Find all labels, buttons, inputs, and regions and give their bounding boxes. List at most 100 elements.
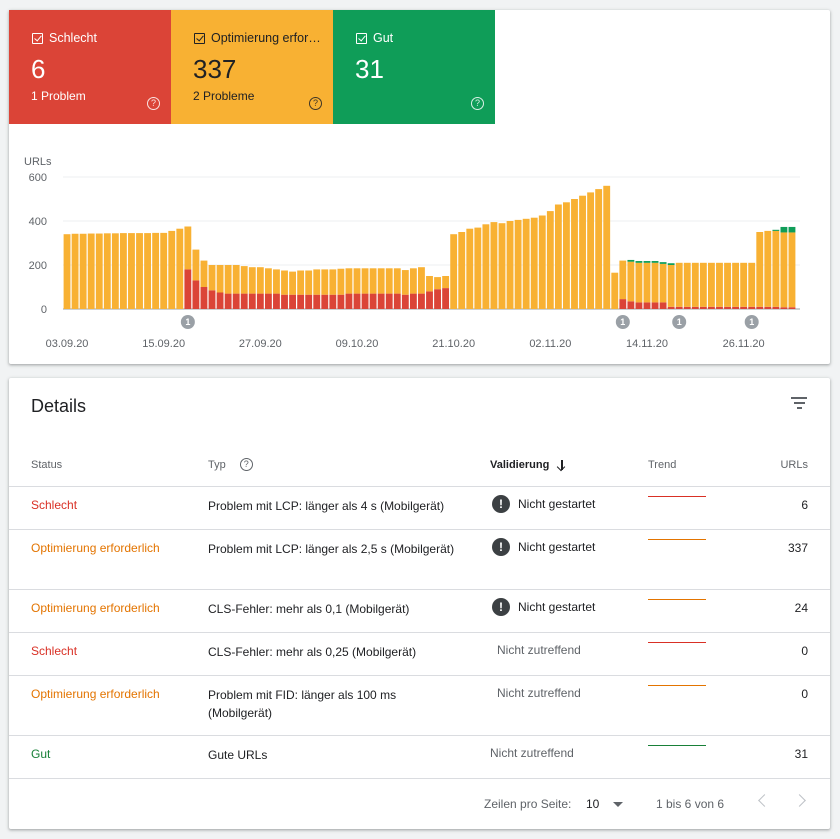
chart-bar: [748, 306, 756, 309]
chart-bar: [450, 234, 458, 309]
chevron-right-icon[interactable]: [793, 794, 806, 807]
chart-bar: [240, 266, 248, 294]
chart-bar: [635, 302, 643, 309]
chart-bar: [321, 269, 329, 295]
row-trend-sparkline: [648, 685, 706, 686]
chart-bar: [756, 306, 764, 309]
chart-bar: [232, 293, 240, 309]
chart-bar: [264, 293, 272, 309]
chart-bar: [538, 215, 546, 309]
chart-bar: [667, 306, 675, 309]
chart-bar: [385, 268, 393, 294]
row-validation-label: Nicht zutreffend: [497, 686, 581, 700]
table-row[interactable]: Optimierung erforderlich Problem mit LCP:…: [9, 529, 830, 590]
chart-bar: [724, 262, 731, 307]
checkbox-checked-icon[interactable]: [356, 32, 367, 44]
tile-good-label: Gut: [373, 31, 394, 45]
column-header-status[interactable]: Status: [31, 459, 63, 471]
chart-bar: [546, 211, 554, 309]
tile-ni-subtitle: 2 Probleme: [193, 89, 255, 103]
tile-good[interactable]: Gut 31 ?: [333, 10, 495, 124]
chart-bar: [95, 233, 103, 309]
chart-bar: [200, 287, 208, 309]
chart-bar: [313, 269, 321, 295]
caret-down-icon[interactable]: [613, 802, 623, 807]
overview-card: Schlecht 6 1 Problem ? Optimierung erfor…: [9, 10, 830, 364]
chart-bar: [530, 217, 538, 309]
checkbox-checked-icon[interactable]: [194, 32, 205, 44]
chart-bar: [297, 270, 305, 295]
column-header-trend: Trend: [648, 459, 677, 471]
chart-bar: [393, 268, 401, 294]
column-header-urls[interactable]: URLs: [780, 459, 808, 471]
chevron-left-icon[interactable]: [758, 794, 771, 807]
chart-bar: [643, 261, 651, 263]
row-trend-sparkline: [648, 539, 706, 540]
table-row[interactable]: Schlecht Problem mit LCP: länger als 4 s …: [9, 486, 830, 530]
table-row[interactable]: Schlecht CLS-Fehler: mehr als 0,25 (Mobil…: [9, 632, 830, 676]
column-header-type[interactable]: Typ ?: [208, 457, 253, 471]
checkbox-checked-icon[interactable]: [32, 32, 43, 44]
y-tick-label: 600: [29, 172, 47, 184]
row-status: Optimierung erforderlich: [31, 687, 160, 701]
chart-bar: [281, 294, 288, 309]
chart-bar: [603, 185, 611, 309]
y-tick-label: 400: [29, 216, 47, 228]
row-status: Optimierung erforderlich: [31, 601, 160, 615]
chart-bar: [683, 262, 691, 307]
chart-bar: [232, 265, 240, 294]
table-row[interactable]: Optimierung erforderlich CLS-Fehler: mehr…: [9, 589, 830, 633]
tile-poor-label: Schlecht: [49, 31, 97, 45]
column-header-validation[interactable]: Validierung: [490, 459, 567, 471]
row-validation: Nicht zutreffend: [497, 686, 581, 700]
chart-bar: [563, 202, 570, 309]
row-urls: 6: [801, 498, 808, 512]
tile-needs-improvement[interactable]: Optimierung erfor… 337 2 Probleme ?: [171, 10, 333, 124]
filter-icon[interactable]: [790, 397, 808, 411]
chart-bar: [780, 307, 788, 309]
row-trend-sparkline: [648, 599, 706, 600]
help-circle-icon[interactable]: ?: [239, 457, 253, 471]
help-circle-icon[interactable]: ?: [147, 97, 160, 110]
chart-bar: [273, 293, 280, 309]
chart-bar: [256, 267, 264, 294]
chart-bar: [691, 262, 699, 307]
chart-bar: [401, 294, 409, 309]
tile-poor[interactable]: Schlecht 6 1 Problem ?: [9, 10, 171, 124]
chart-bar: [611, 272, 619, 309]
tile-poor-count: 6: [31, 54, 46, 84]
chart-bar: [409, 293, 417, 309]
chart-bar: [756, 232, 764, 307]
chart-bar: [675, 262, 683, 307]
column-header-type-label: Typ: [208, 459, 226, 471]
row-type: CLS-Fehler: mehr als 0,1 (Mobilgerät): [208, 602, 410, 616]
chart-bar: [409, 268, 417, 294]
row-trend-sparkline: [648, 642, 706, 643]
chart-bar: [160, 232, 168, 309]
row-validation-label: Nicht zutreffend: [497, 643, 581, 657]
rows-per-page-select[interactable]: 10: [586, 797, 600, 811]
help-circle-icon[interactable]: ?: [471, 97, 484, 110]
row-validation-label: Nicht gestartet: [518, 600, 596, 614]
chart-bar: [458, 232, 466, 309]
chart-bar: [418, 267, 425, 294]
row-type: Problem mit FID: länger als 100 ms (Mobi…: [208, 688, 397, 720]
chart-bar: [418, 293, 425, 309]
help-circle-icon[interactable]: ?: [309, 97, 322, 110]
chart-bar: [329, 294, 337, 309]
warning-icon: !: [492, 598, 510, 616]
table-row[interactable]: Optimierung erforderlich Problem mit FID:…: [9, 675, 830, 736]
chart-bar: [281, 270, 288, 295]
chart-bar: [264, 268, 272, 294]
row-urls: 0: [801, 644, 808, 658]
chart-bar: [651, 262, 659, 303]
chart-bar: [273, 269, 280, 294]
chart-bar: [699, 262, 707, 307]
chart-bar: [659, 263, 667, 303]
chart-bar: [442, 276, 450, 289]
chart-bar: [579, 195, 586, 309]
y-axis-label: URLs: [24, 156, 52, 168]
table-row[interactable]: Gut Gute URLs Nicht zutreffend 31: [9, 735, 830, 779]
chart-bar: [788, 232, 796, 308]
chart-bar: [627, 259, 635, 262]
